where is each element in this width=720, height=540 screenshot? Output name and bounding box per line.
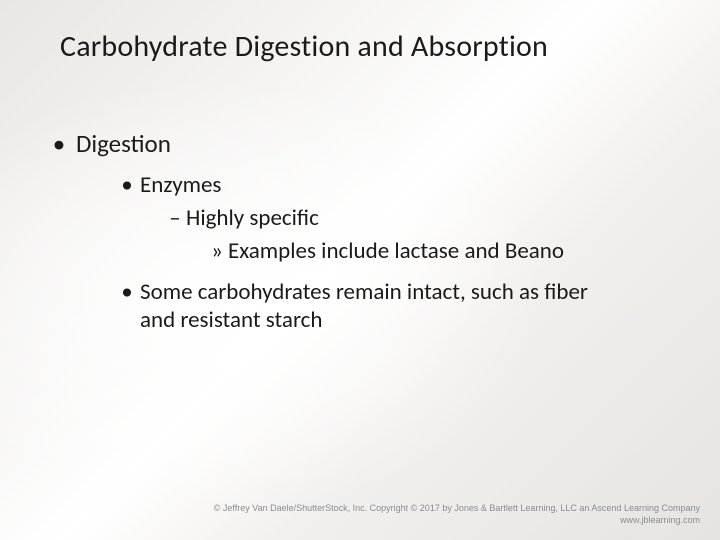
bullet-dot-icon: • <box>118 171 136 200</box>
slide-body: • Digestion • Enzymes – Highly specific … <box>48 128 680 335</box>
bullet-dot-icon: • <box>48 128 70 159</box>
bullet-raquo-icon: » <box>208 237 226 266</box>
bullet-level4: » Examples include lactase and Beano <box>208 237 680 266</box>
bullet-text: Examples include lactase and Beano <box>228 237 564 266</box>
bullet-level2: • Enzymes <box>118 171 680 200</box>
bullet-text: Digestion <box>76 128 171 159</box>
bullet-text: Highly specific <box>186 204 319 233</box>
bullet-text: Enzymes <box>140 171 221 200</box>
bullet-text: Some carbohydrates remain intact, such a… <box>140 278 620 336</box>
footer-url: www.jblearning.com <box>214 515 700 526</box>
bullet-level3: – Highly specific <box>166 204 680 233</box>
slide-title: Carbohydrate Digestion and Absorption <box>60 28 680 65</box>
copyright-text: © Jeffrey Van Daele/ShutterStock, Inc. C… <box>214 503 700 514</box>
bullet-level1: • Digestion <box>48 128 680 159</box>
copyright-footer: © Jeffrey Van Daele/ShutterStock, Inc. C… <box>214 503 700 527</box>
bullet-dash-icon: – <box>166 204 184 233</box>
bullet-level2: • Some carbohydrates remain intact, such… <box>118 278 680 336</box>
slide: Carbohydrate Digestion and Absorption • … <box>0 0 720 540</box>
bullet-dot-icon: • <box>118 278 136 307</box>
